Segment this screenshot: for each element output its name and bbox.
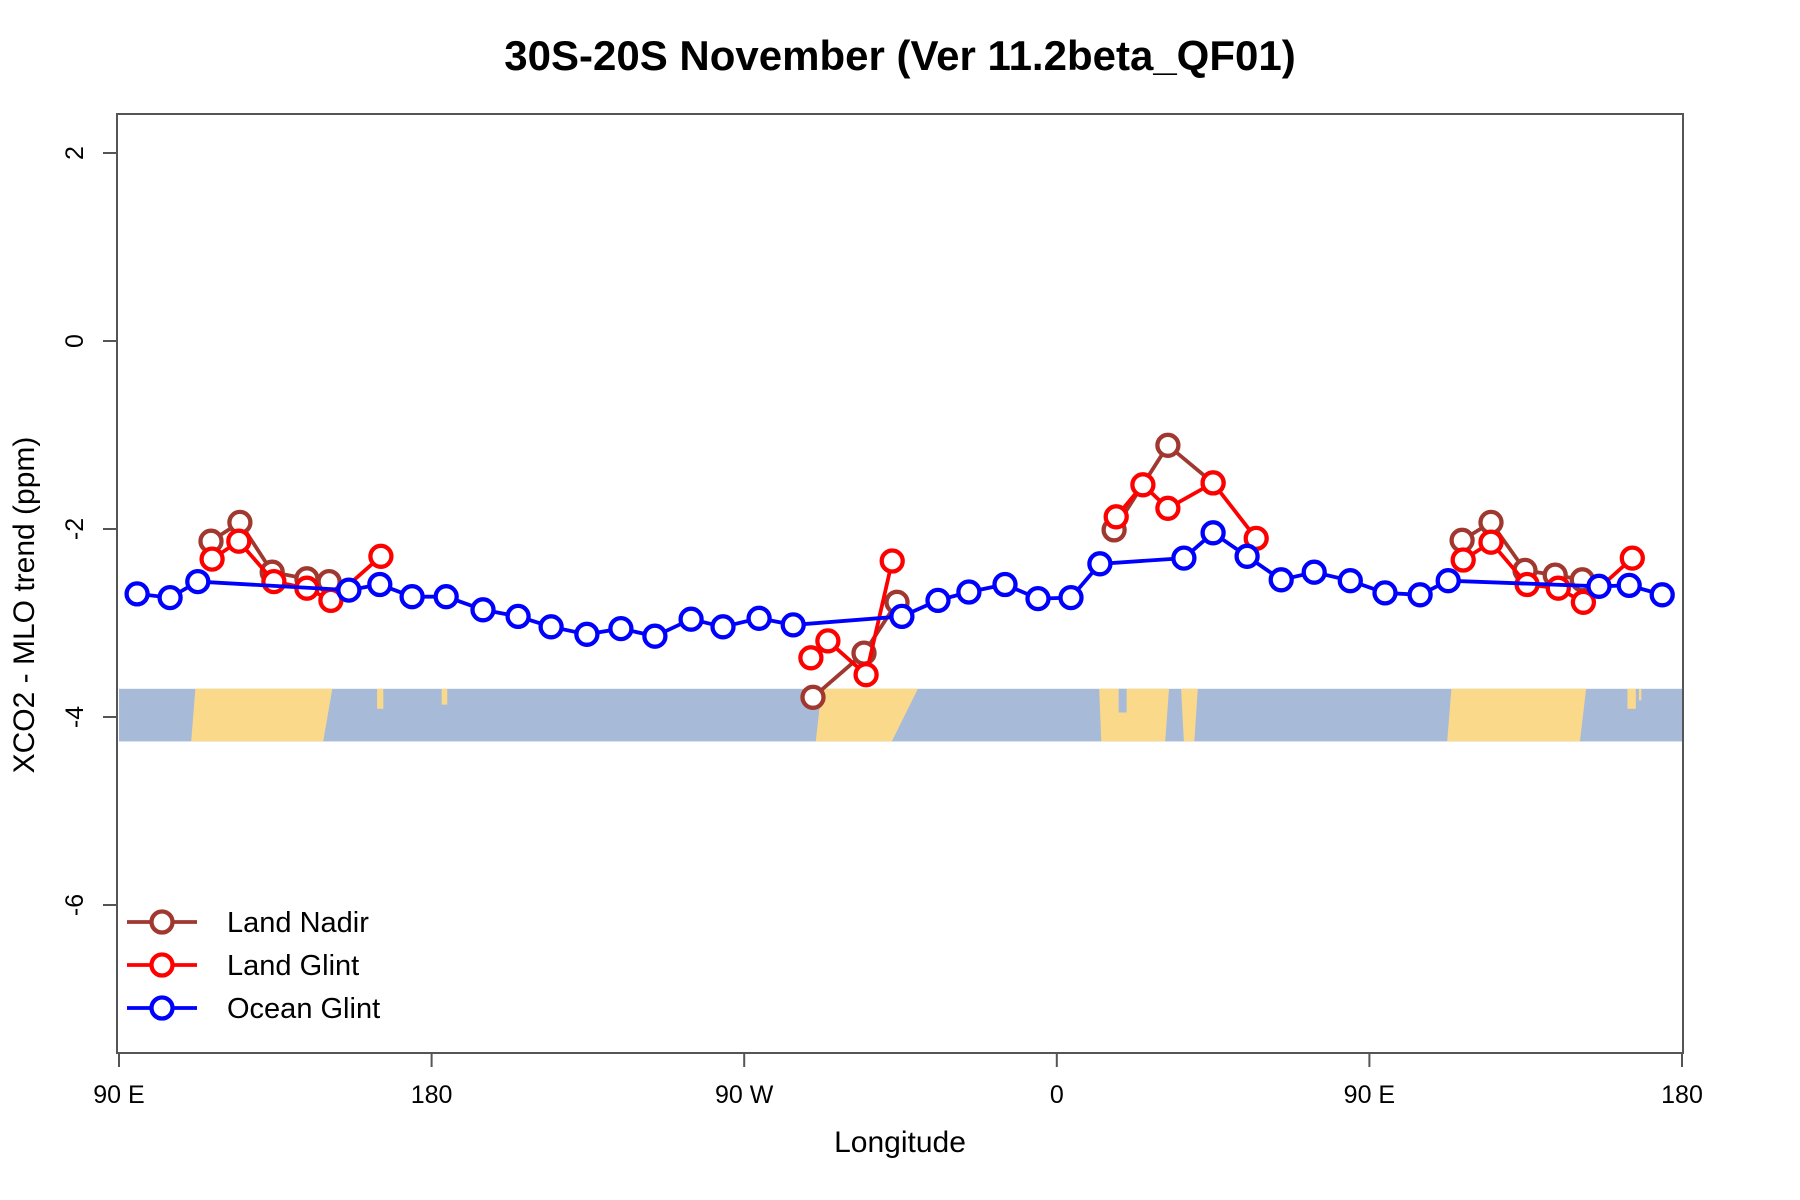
data-point (798, 645, 824, 671)
island-speck-new-caledonia (377, 688, 384, 709)
series-group (124, 432, 1675, 710)
data-point (1155, 495, 1181, 521)
data-point (780, 612, 806, 638)
x-axis: 90 E 180 90 W 0 90 E 180 (93, 1053, 1703, 1109)
data-point (1619, 545, 1645, 571)
data-point (1337, 568, 1363, 594)
data-point (1372, 580, 1398, 606)
data-point (1200, 470, 1226, 496)
data-point (608, 615, 634, 642)
legend-label: Ocean Glint (227, 993, 380, 1025)
y-tick-label: 2 (61, 146, 89, 160)
data-point (470, 597, 496, 623)
legend-marker (149, 909, 175, 935)
data-point (1268, 567, 1294, 593)
data-point (367, 571, 393, 598)
series-ocean-glint (124, 520, 1675, 649)
x-tick-label: 180 (411, 1081, 453, 1109)
data-point (261, 568, 287, 595)
data-point (879, 548, 905, 574)
land-segment-south-america (815, 688, 918, 742)
legend-item-ocean-glint: Ocean Glint (127, 993, 380, 1025)
x-tick-label: 90 W (715, 1081, 774, 1109)
land-segment-africa (1099, 688, 1169, 742)
land-segment-madagascar (1181, 688, 1198, 742)
land-ocean-band (119, 688, 1682, 742)
legend-item-land-nadir: Land Nadir (127, 907, 369, 939)
data-point (1025, 585, 1051, 612)
data-point (124, 581, 150, 607)
data-point (815, 628, 841, 654)
legend-marker (149, 952, 175, 978)
y-tick-label: -6 (61, 894, 89, 916)
africa-top-notch (1118, 688, 1127, 713)
legend-item-land-glint: Land Glint (127, 950, 359, 982)
land-segment-australia-repeat (1447, 688, 1587, 742)
data-point (368, 543, 394, 569)
data-point (746, 605, 772, 631)
legend-label: Land Nadir (227, 907, 369, 939)
legend: Land Nadir Land Glint Ocean Glint (127, 907, 380, 1025)
plot-box (116, 113, 1684, 1054)
data-point (1586, 573, 1612, 599)
y-tick-label: -4 (61, 706, 89, 728)
data-point (1171, 545, 1197, 571)
chart-title: 30S-20S November (Ver 11.2beta_QF01) (504, 32, 1295, 79)
data-point (157, 584, 183, 611)
data-point (889, 603, 915, 630)
data-point (992, 571, 1018, 598)
x-tick-label: 0 (1050, 1081, 1064, 1109)
island-speck-fiji (441, 688, 448, 705)
island-speck-new-caledonia-repeat (1627, 688, 1636, 709)
data-point (1407, 582, 1433, 608)
data-point (199, 546, 225, 572)
data-point (1301, 559, 1327, 585)
island-speck-small-island (1638, 688, 1642, 701)
data-point (1130, 472, 1156, 498)
y-tick-label: 0 (61, 334, 89, 348)
data-point (1649, 582, 1675, 608)
data-point (433, 584, 459, 610)
data-point (853, 662, 879, 688)
data-point (1570, 589, 1597, 615)
data-point (1450, 547, 1476, 573)
data-point (1435, 568, 1461, 594)
data-point (1234, 543, 1260, 569)
data-point (1616, 572, 1642, 599)
data-point (678, 606, 704, 632)
data-point (226, 528, 252, 554)
series-land-glint (199, 470, 1645, 688)
y-tick-label: -2 (61, 518, 89, 540)
x-axis-label: Longitude (834, 1126, 966, 1159)
data-point (1087, 551, 1113, 577)
legend-label: Land Glint (227, 950, 359, 982)
data-point (1155, 432, 1181, 458)
data-point (399, 584, 425, 610)
data-point (1058, 584, 1084, 611)
legend-marker (149, 995, 175, 1021)
data-point (925, 587, 951, 614)
data-point (1545, 575, 1571, 601)
data-point (1200, 520, 1226, 546)
data-point (642, 623, 668, 649)
data-point (505, 603, 531, 630)
data-point (574, 621, 600, 647)
x-tick-label: 90 E (1344, 1081, 1395, 1109)
x-tick-label: 90 E (93, 1081, 144, 1109)
data-point (710, 614, 736, 640)
data-point (1478, 529, 1504, 555)
data-point (185, 568, 211, 595)
data-point (538, 614, 564, 640)
data-point (1103, 504, 1129, 530)
land-segment-australia (191, 688, 333, 742)
y-axis: 2 0 -2 -4 -6 (61, 146, 117, 916)
data-point (800, 684, 826, 710)
y-axis-label: XCO2 - MLO trend (ppm) (8, 437, 41, 774)
data-point (956, 579, 982, 605)
x-tick-label: 180 (1661, 1081, 1703, 1109)
data-point (336, 577, 362, 603)
